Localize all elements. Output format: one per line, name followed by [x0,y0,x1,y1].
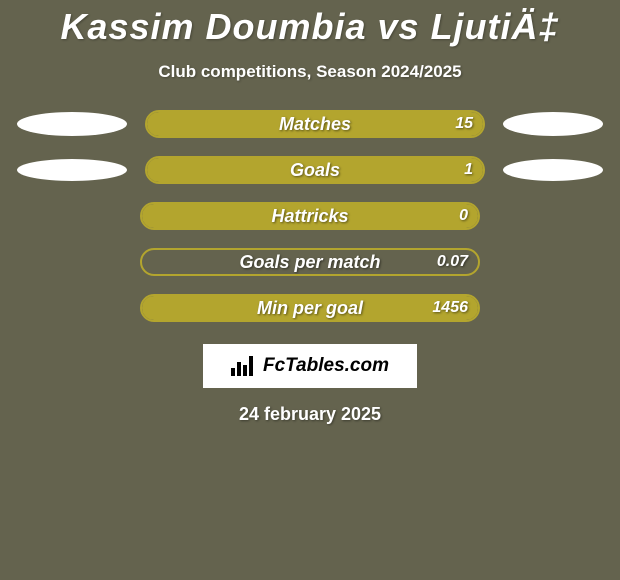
stat-value: 15 [455,112,473,136]
logo-box: FcTables.com [203,344,417,388]
stat-bar: Goals1 [145,156,485,184]
stat-label: Min per goal [142,296,478,320]
stat-value: 0.07 [437,250,468,274]
stat-label: Goals [147,158,483,182]
stat-value: 0 [459,204,468,228]
stat-bar: Hattricks0 [140,202,480,230]
stat-label: Matches [147,112,483,136]
stat-bar: Matches15 [145,110,485,138]
left-bullet [17,159,127,181]
stat-row: Matches15 [0,110,620,138]
left-bullet [17,112,127,136]
bar-chart-icon [231,356,257,376]
stat-row: Goals per match0.07 [0,248,620,276]
stat-row: Hattricks0 [0,202,620,230]
stat-row: Goals1 [0,156,620,184]
logo-text: FcTables.com [263,355,389,377]
stat-row: Min per goal1456 [0,294,620,322]
stat-label: Goals per match [142,250,478,274]
snapshot-date: 24 february 2025 [0,404,620,425]
stat-label: Hattricks [142,204,478,228]
right-bullet [503,112,603,136]
stat-bar: Goals per match0.07 [140,248,480,276]
comparison-title: Kassim Doumbia vs LjutiÄ‡ [0,0,620,48]
stat-bar: Min per goal1456 [140,294,480,322]
stat-rows: Matches15 Goals1 Hattricks0 Goals per match… [0,110,620,322]
comparison-subtitle: Club competitions, Season 2024/2025 [0,62,620,82]
stat-value: 1456 [432,296,468,320]
stat-value: 1 [464,158,473,182]
right-bullet [503,159,603,181]
